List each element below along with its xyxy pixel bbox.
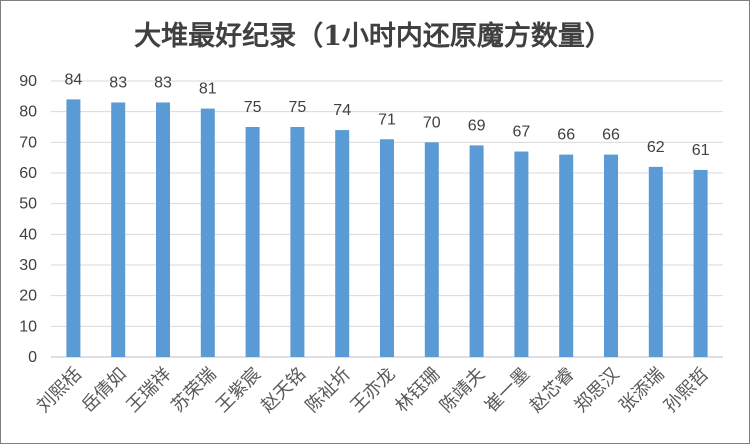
bar (559, 154, 574, 357)
x-tick-label: 陈祉圻 (302, 364, 355, 417)
x-tick-label: 张添瑞 (615, 364, 668, 417)
data-label: 75 (244, 99, 262, 116)
x-tick-label: 苏荣瑞 (167, 364, 220, 417)
data-labels: 84 83 83 81 75 75 74 71 70 69 67 66 66 62 61 (65, 71, 710, 159)
x-tick-label: 林钰珊 (391, 364, 444, 417)
x-tick-label: 陈靖夫 (436, 364, 489, 417)
data-label: 67 (513, 124, 531, 141)
y-tick-label: 80 (19, 104, 37, 121)
x-tick-label: 刘熙栝 (33, 364, 86, 417)
x-tick-label: 孙熙哲 (660, 364, 713, 417)
bar (335, 130, 350, 357)
x-tick-label: 王瑞祥 (123, 364, 176, 417)
chart-title: 大堆最好纪录（1小时内还原魔方数量） (134, 20, 612, 52)
y-tick-label: 60 (19, 165, 37, 182)
y-tick-label: 30 (19, 257, 37, 274)
data-label: 69 (468, 117, 486, 134)
y-axis-ticks: 0 10 20 30 40 50 60 70 80 90 (19, 73, 37, 366)
y-tick-label: 70 (19, 134, 37, 151)
y-tick-label: 90 (19, 73, 37, 90)
bars (66, 99, 708, 358)
data-label: 83 (154, 74, 172, 91)
data-label: 83 (109, 74, 127, 91)
x-tick-label: 王紫宸 (212, 364, 265, 417)
x-axis-ticks: 刘熙栝岳倩如王瑞祥苏荣瑞王紫宸赵天铭陈祉圻王亦龙林钰珊陈靖夫崔一墨赵芯睿郑思汉张… (33, 364, 713, 417)
y-tick-label: 0 (28, 349, 37, 366)
x-tick-label: 王亦龙 (347, 364, 400, 417)
bar (604, 154, 618, 357)
data-label: 62 (647, 139, 665, 156)
x-tick-label: 岳倩如 (78, 364, 131, 417)
data-label: 70 (423, 114, 441, 131)
data-label: 71 (378, 111, 396, 128)
x-tick-label: 赵天铭 (257, 364, 310, 417)
bar (424, 142, 439, 357)
data-label: 75 (289, 99, 307, 116)
bar (66, 99, 81, 358)
bar (245, 127, 260, 357)
data-label: 66 (602, 127, 620, 144)
bar (648, 166, 663, 357)
x-tick-label: 郑思汉 (571, 364, 624, 417)
x-tick-label: 崔一墨 (481, 364, 534, 417)
bar (469, 145, 484, 357)
bar (156, 102, 170, 357)
y-tick-label: 50 (19, 196, 37, 213)
y-tick-label: 20 (19, 288, 37, 305)
data-label: 81 (199, 81, 217, 98)
data-label: 74 (333, 102, 351, 119)
x-tick-label: 赵芯睿 (526, 364, 579, 417)
data-label: 61 (692, 142, 710, 159)
y-tick-label: 10 (19, 318, 37, 335)
bar (111, 102, 126, 357)
bar (514, 151, 529, 357)
data-label: 84 (65, 71, 83, 88)
y-tick-label: 40 (19, 226, 37, 243)
bar (200, 108, 215, 357)
bar (693, 169, 708, 357)
bar (380, 139, 394, 357)
data-label: 66 (557, 127, 575, 144)
bar (290, 127, 305, 357)
